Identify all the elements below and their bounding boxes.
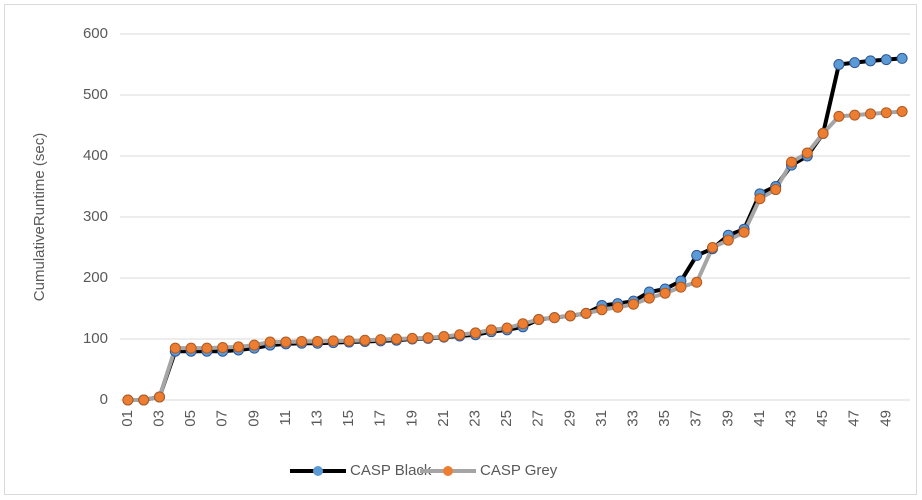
x-tick-label: 43 (782, 410, 799, 427)
point (770, 184, 782, 196)
x-tick-label: 27 (530, 410, 547, 427)
x-tick-label: 37 (688, 410, 705, 427)
y-tick-label: 100 (83, 330, 108, 347)
x-tick-label: 41 (751, 410, 768, 427)
x-tick-label: 07 (214, 410, 231, 427)
point (691, 249, 703, 261)
point (438, 331, 450, 343)
point (628, 298, 639, 310)
x-tick-label: 01 (119, 410, 136, 427)
x-tick-label: 17 (372, 410, 389, 427)
point (375, 334, 387, 346)
x-tick-label: 45 (814, 410, 831, 427)
x-tick-label: 05 (182, 410, 199, 427)
point (643, 292, 655, 304)
point (296, 335, 308, 347)
point (722, 234, 734, 246)
y-tick-label: 300 (83, 208, 108, 225)
point (343, 335, 355, 347)
point (659, 287, 671, 299)
point (849, 57, 861, 69)
point (833, 110, 845, 122)
point (849, 109, 861, 121)
point (391, 333, 402, 345)
point (233, 341, 244, 353)
point (154, 391, 165, 403)
y-tick-label: 200 (83, 269, 108, 286)
point (691, 276, 703, 288)
point (596, 304, 608, 316)
y-tick-label: 400 (83, 147, 108, 164)
point (549, 312, 560, 324)
point (217, 342, 229, 354)
y-tick-label: 500 (83, 86, 108, 103)
point (533, 313, 545, 325)
point (833, 59, 845, 70)
point (896, 52, 908, 64)
x-tick-label: 35 (656, 410, 673, 427)
chart-border (4, 4, 917, 495)
point (738, 226, 750, 238)
point (485, 324, 497, 336)
point (169, 342, 181, 354)
point (754, 193, 766, 205)
point (786, 156, 797, 168)
legend-marker (313, 466, 323, 476)
point (138, 394, 150, 406)
x-tick-label: 19 (403, 410, 420, 427)
point (865, 55, 876, 67)
point (501, 322, 513, 334)
point (264, 336, 276, 348)
point (248, 339, 260, 351)
point (865, 108, 876, 120)
point (817, 127, 829, 139)
x-tick-label: 31 (593, 410, 610, 427)
point (454, 329, 466, 341)
x-tick-label: 25 (498, 410, 515, 427)
x-tick-label: 33 (624, 410, 641, 427)
point (185, 342, 197, 354)
point (675, 281, 687, 293)
x-tick-label: 29 (561, 410, 578, 427)
x-tick-label: 03 (150, 410, 167, 427)
x-tick-label: 09 (245, 410, 262, 427)
point (612, 301, 624, 313)
point (564, 310, 576, 322)
x-tick-label: 21 (435, 410, 452, 427)
x-tick-label: 11 (277, 410, 294, 426)
point (470, 327, 481, 339)
point (880, 54, 892, 66)
x-tick-label: 47 (846, 410, 863, 427)
x-tick-label: 39 (719, 410, 736, 427)
y-tick-label: 600 (83, 25, 108, 42)
point (896, 105, 908, 117)
legend-marker (443, 466, 453, 476)
legend-label: CASP Grey (480, 462, 558, 479)
point (327, 335, 339, 347)
x-tick-label: 23 (466, 410, 483, 427)
point (422, 332, 434, 344)
point (280, 336, 292, 348)
point (359, 334, 371, 346)
y-tick-label: 0 (100, 391, 108, 408)
point (312, 335, 323, 347)
x-tick-label: 49 (877, 410, 894, 427)
point (580, 307, 592, 319)
y-axis-title: CumulativeRuntime (sec) (31, 133, 48, 301)
point (801, 147, 813, 159)
point (406, 332, 418, 344)
point (517, 318, 529, 330)
point (201, 342, 213, 354)
x-tick-label: 13 (308, 410, 325, 427)
point (880, 107, 892, 119)
point (707, 242, 718, 253)
x-tick-label: 15 (340, 410, 357, 427)
point (122, 394, 134, 406)
legend-label: CASP Black (350, 462, 432, 479)
